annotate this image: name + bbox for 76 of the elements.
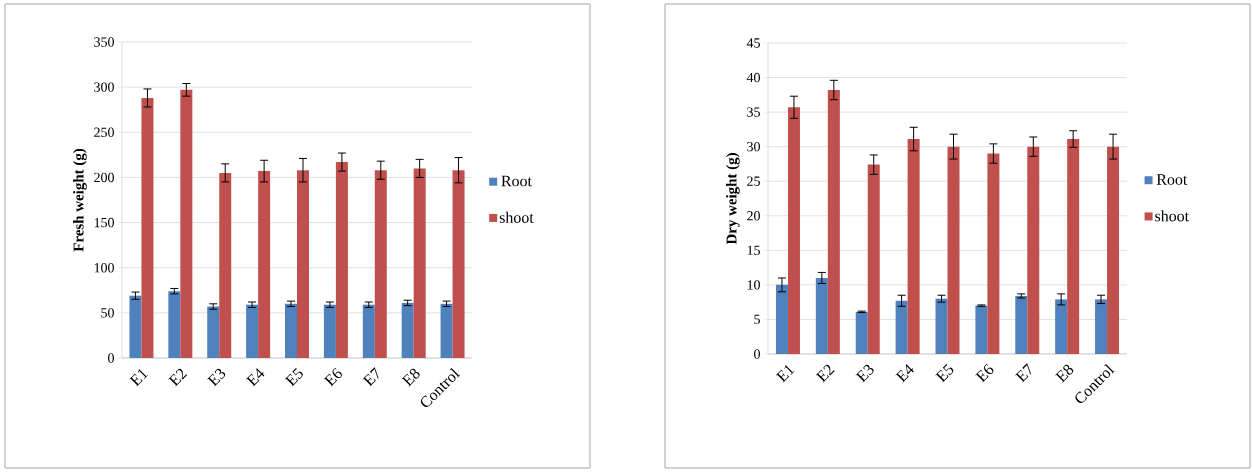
- y-tick-label: 300: [94, 82, 114, 92]
- bar: [129, 295, 142, 358]
- bar: [413, 168, 426, 358]
- x-tick-label: E7: [1015, 363, 1032, 383]
- bar: [440, 303, 453, 358]
- bar: [1015, 295, 1028, 354]
- y-tick-label: 35: [747, 107, 760, 117]
- legend-label: Root: [1156, 174, 1188, 185]
- bar: [895, 300, 908, 354]
- bar: [335, 162, 348, 358]
- y-tick-label: 200: [94, 172, 114, 183]
- bar: [401, 302, 414, 358]
- legend-label: shoot: [499, 211, 534, 223]
- y-tick-label: 25: [747, 176, 760, 186]
- bar: [975, 305, 988, 354]
- y-tick-label: 150: [94, 217, 114, 228]
- y-tick-label: 50: [101, 308, 114, 318]
- y-axis-title: Dry weight (g): [726, 153, 740, 245]
- bar: [285, 303, 298, 358]
- bar: [867, 164, 880, 354]
- bar: [246, 304, 259, 358]
- y-tick-label: 15: [747, 245, 760, 255]
- y-tick-label: 45: [746, 38, 760, 48]
- y-tick-label: 30: [747, 141, 760, 152]
- bar: [947, 146, 960, 354]
- x-tick-label: E5: [284, 367, 303, 387]
- bar: [775, 284, 788, 354]
- x-tick-label: E7: [362, 367, 379, 387]
- y-tick-label: 5: [754, 314, 760, 325]
- y-tick-label: 20: [747, 211, 760, 221]
- bar: [907, 139, 920, 354]
- bar: [180, 89, 193, 358]
- x-tick-label: E1: [129, 369, 149, 387]
- x-tick-label: E2: [168, 368, 188, 387]
- x-tick-label: E1: [775, 365, 795, 383]
- y-axis-title: Fresh weight (g): [73, 148, 87, 252]
- y-tick-label: 40: [746, 72, 760, 83]
- x-tick-label: E3: [855, 364, 874, 383]
- bar: [1095, 299, 1108, 354]
- y-tick-label: 100: [94, 262, 114, 273]
- x-tick-label: E4: [245, 368, 265, 387]
- bar: [297, 170, 309, 358]
- x-tick-label: E6: [323, 367, 342, 387]
- y-tick-label: 250: [94, 127, 114, 137]
- x-tick-label: E8: [401, 368, 420, 387]
- y-tick-label: 10: [747, 280, 760, 290]
- bar: [168, 291, 181, 358]
- legend-label: shoot: [1155, 210, 1189, 222]
- bar: [987, 153, 1000, 354]
- y-tick-label: 0: [754, 349, 760, 359]
- x-tick-label: E6: [975, 363, 994, 383]
- x-tick-label: E2: [815, 364, 835, 383]
- y-tick-label: 0: [108, 353, 114, 363]
- y-tick-label: 350: [94, 37, 114, 47]
- bar: [374, 170, 387, 358]
- bar: [1107, 146, 1120, 354]
- bar: [1055, 299, 1068, 354]
- bar: [141, 97, 154, 358]
- bar: [935, 298, 948, 354]
- bar: [787, 107, 800, 354]
- bar: [827, 89, 840, 354]
- bar: [855, 311, 868, 354]
- legend-label: Root: [501, 175, 532, 187]
- bar: [362, 304, 375, 358]
- x-tick-label: E5: [935, 363, 954, 383]
- x-tick-label: E4: [895, 364, 914, 383]
- bar: [1027, 146, 1040, 354]
- bar: [452, 170, 465, 358]
- x-tick-label: E3: [207, 368, 226, 387]
- bar: [207, 306, 220, 358]
- bar: [1067, 139, 1080, 354]
- bar: [258, 171, 271, 358]
- bar: [323, 304, 336, 358]
- x-tick-label: E8: [1055, 364, 1074, 383]
- bar: [219, 172, 232, 358]
- bar: [815, 277, 828, 354]
